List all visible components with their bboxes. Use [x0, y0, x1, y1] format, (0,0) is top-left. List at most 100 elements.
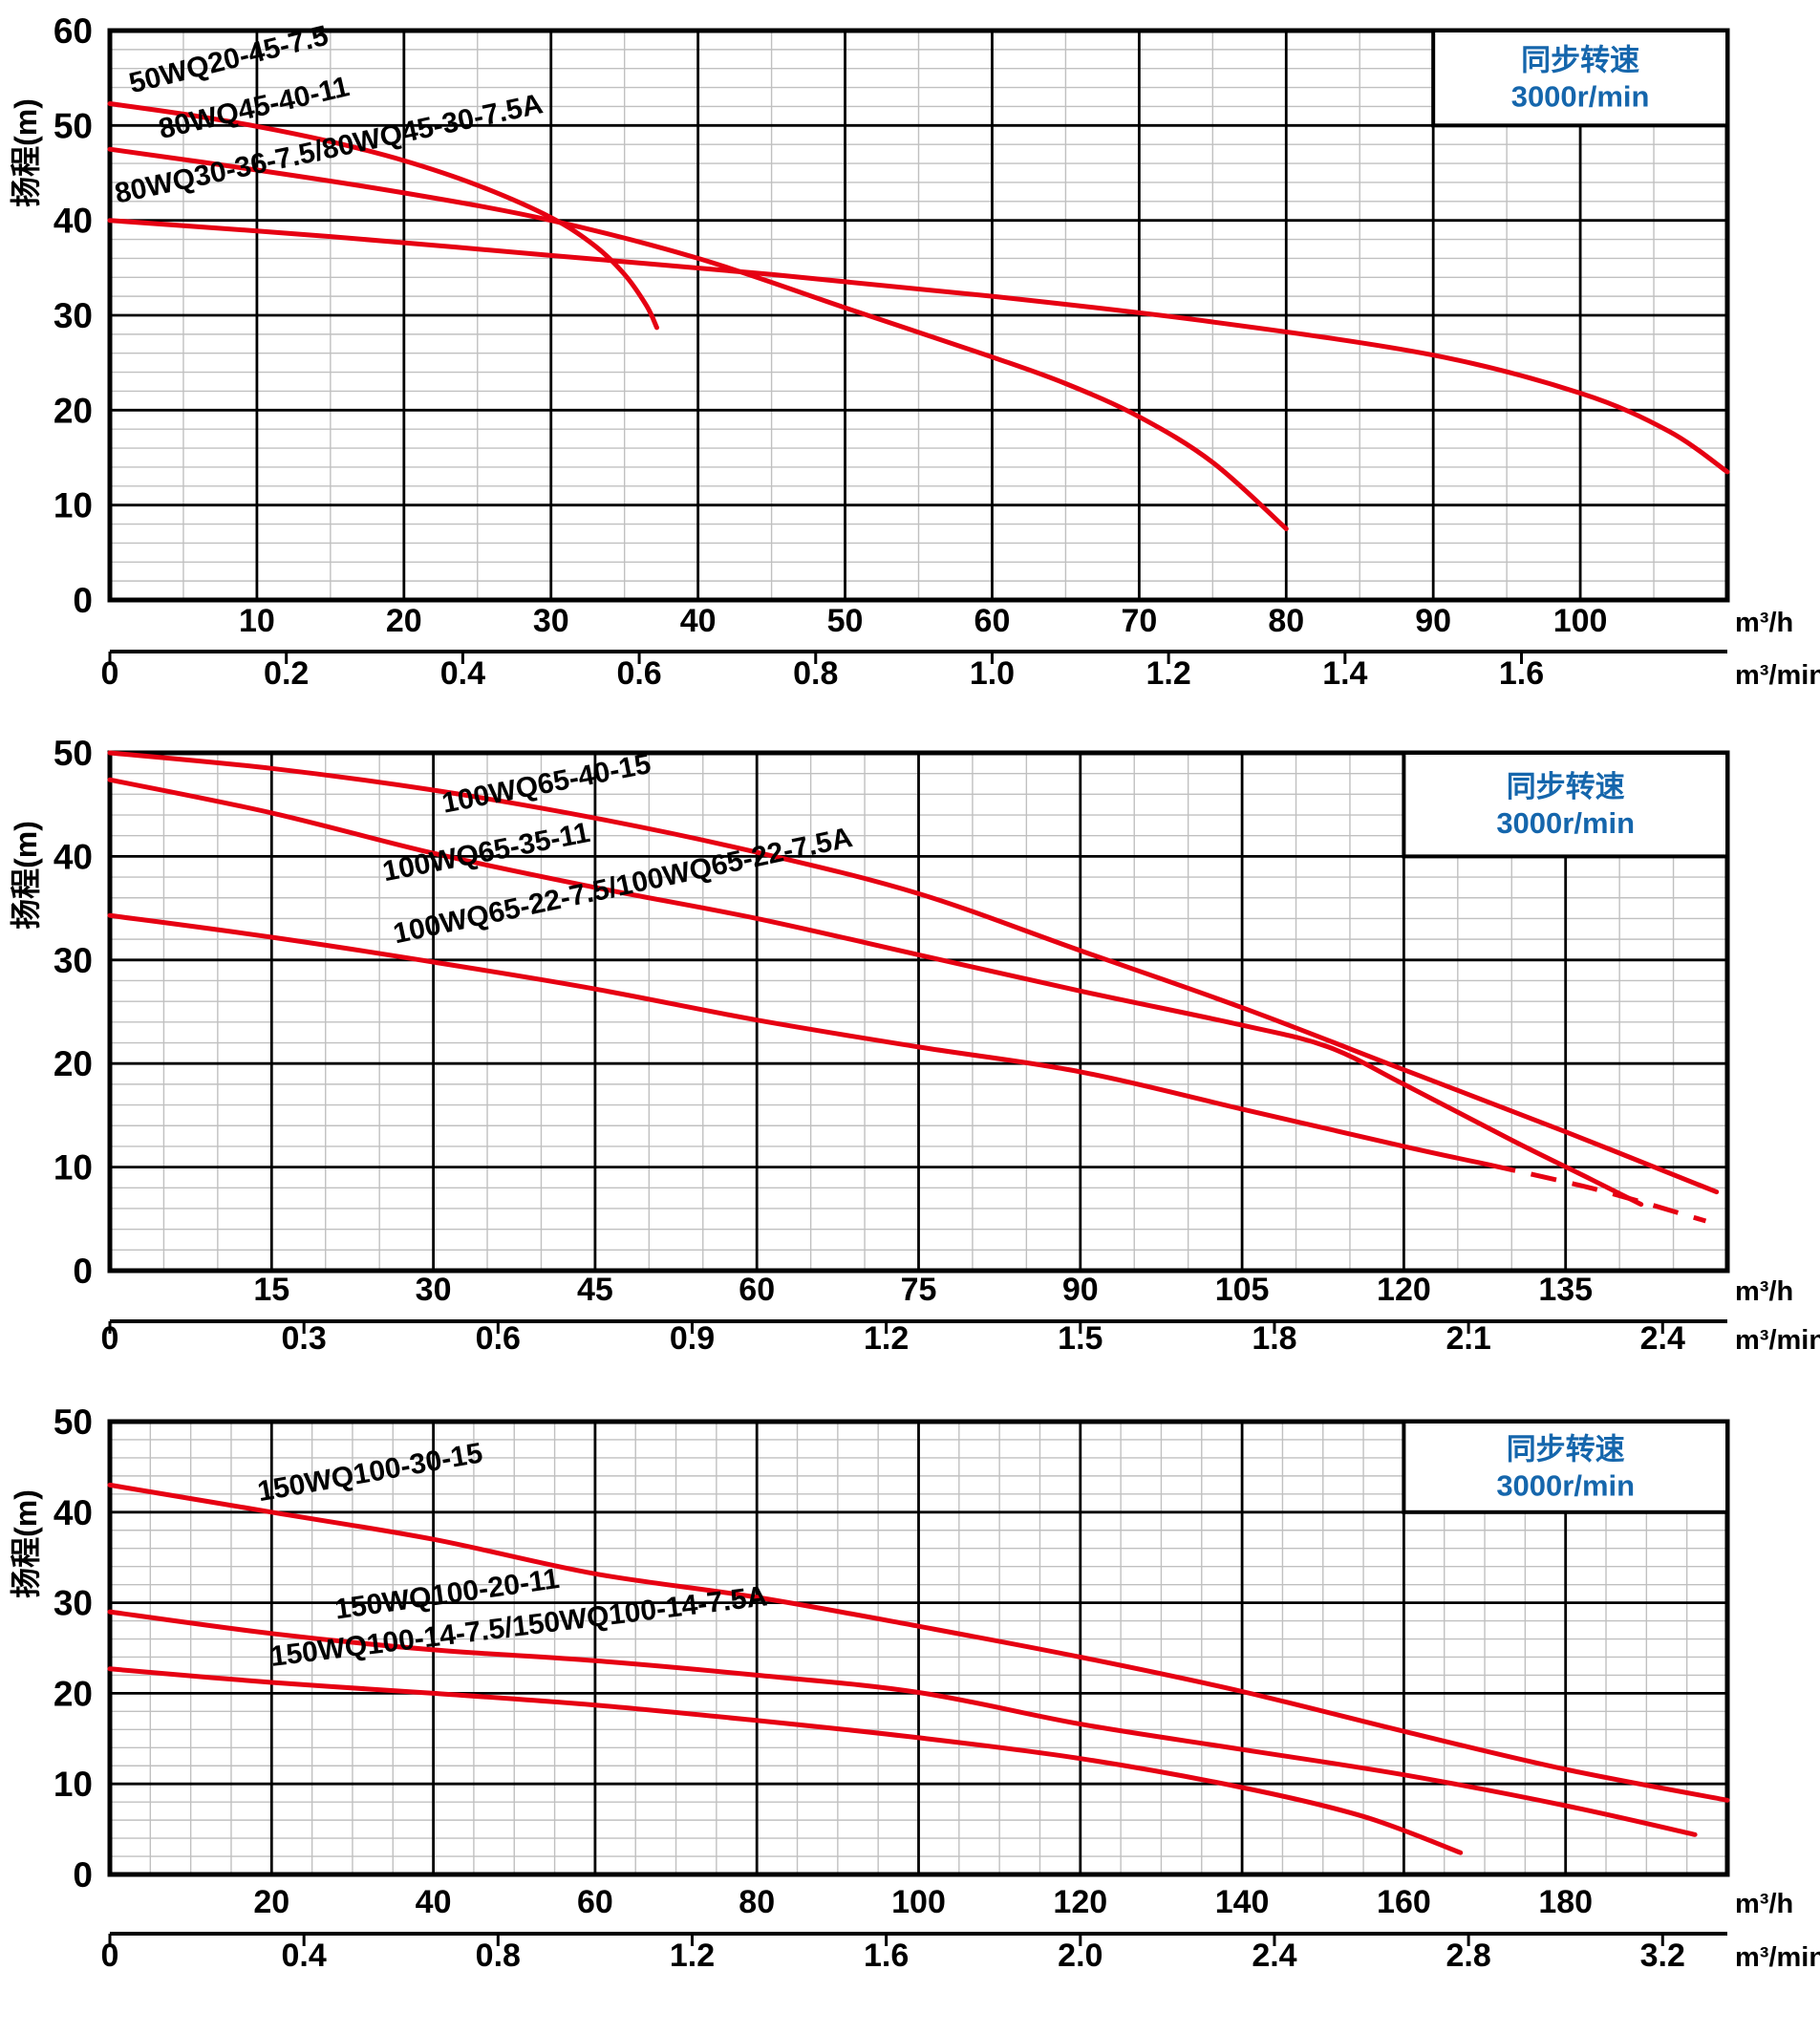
y-axis-tick-label: 0 — [73, 1855, 93, 1895]
x-axis-m3min-tick-label: 1.2 — [670, 1938, 715, 1974]
x-axis-m3h-tick-label: 160 — [1377, 1884, 1431, 1920]
x-axis-m3min-tick-label: 0 — [101, 1320, 119, 1357]
pump-curve-chart-3: 同步转速3000r/min150WQ100-30-15150WQ100-20-1… — [9, 1404, 1820, 1974]
y-axis-tick-label: 50 — [54, 106, 93, 145]
x-axis-m3h-tick-label: 40 — [680, 603, 717, 639]
x-axis-m3h-tick-label: 45 — [577, 1272, 613, 1308]
x-axis-m3h-tick-label: 80 — [739, 1884, 775, 1920]
legend-speed-title: 同步转速 — [1521, 44, 1639, 77]
y-axis-title: 扬程(m) — [9, 1489, 43, 1598]
curve-150WQ100-30-15 — [107, 1482, 1730, 1803]
x-axis-m3h-tick-label: 70 — [1121, 603, 1157, 639]
x-axis-m3h-tick-label: 180 — [1538, 1884, 1593, 1920]
x-axis-m3h-unit: m³/h — [1735, 608, 1793, 638]
x-axis-m3min-tick-label: 0.4 — [282, 1938, 327, 1974]
pump-curve-chart-1: 同步转速3000r/min50WQ20-45-7.580WQ45-40-1180… — [9, 11, 1820, 692]
x-axis-m3min-tick-label: 1.6 — [1499, 655, 1544, 692]
legend-box — [1402, 751, 1730, 859]
y-axis-tick-label: 10 — [54, 1148, 93, 1188]
y-axis-tick-label: 10 — [54, 486, 93, 525]
x-axis-m3h-tick-label: 120 — [1377, 1272, 1431, 1308]
x-axis-m3min-tick-label: 3.2 — [1640, 1938, 1685, 1974]
legend-speed-title: 同步转速 — [1507, 1432, 1625, 1466]
x-axis-m3min-tick-label: 1.0 — [970, 655, 1015, 692]
curve-label: 150WQ100-30-15 — [255, 1437, 485, 1508]
x-axis-m3min-tick-label: 0.2 — [264, 655, 309, 692]
y-axis-tick-label: 30 — [54, 1584, 93, 1623]
legend-speed-value: 3000r/min — [1511, 80, 1650, 114]
x-axis-m3h-tick-label: 40 — [416, 1884, 452, 1920]
y-axis-tick-label: 20 — [54, 391, 93, 430]
x-axis-m3h-tick-label: 10 — [239, 603, 275, 639]
y-axis-tick-label: 20 — [54, 1674, 93, 1713]
x-axis-m3h-tick-label: 90 — [1415, 603, 1451, 639]
curve-150WQ100-20-11 — [107, 1609, 1698, 1837]
x-axis-m3h-tick-label: 80 — [1268, 603, 1304, 639]
x-axis-m3h-tick-label: 20 — [253, 1884, 289, 1920]
y-axis-tick-label: 50 — [54, 1404, 93, 1442]
curve-150WQ100-14-7.5/150WQ100-14-7.5A — [107, 1666, 1464, 1855]
y-axis-tick-label: 40 — [54, 202, 93, 241]
x-axis-m3min-tick-label: 0.8 — [476, 1938, 521, 1974]
x-axis-m3h-tick-label: 140 — [1215, 1884, 1270, 1920]
x-axis-m3min-tick-label: 0.6 — [616, 655, 661, 692]
y-axis-title: 扬程(m) — [9, 98, 43, 207]
curve-100WQ65-40-15 — [107, 750, 1720, 1195]
y-axis-tick-label: 20 — [54, 1044, 93, 1083]
y-axis-tick-label: 40 — [54, 837, 93, 876]
x-axis-m3h-tick-label: 60 — [739, 1272, 775, 1308]
y-axis-tick-label: 10 — [54, 1765, 93, 1804]
x-axis-m3min-tick-label: 2.8 — [1445, 1938, 1490, 1974]
x-axis-m3h-tick-label: 105 — [1215, 1272, 1270, 1308]
chart-block-3: 同步转速 3000r/min 150WQ100-30-15 150WQ100-20-1… — [0, 1404, 1820, 2034]
legend-box — [1402, 1420, 1730, 1514]
x-axis-m3min-tick-label: 1.2 — [1146, 655, 1191, 692]
plot-border — [107, 1419, 1730, 1877]
x-axis-m3min-tick-label: 0 — [101, 1938, 119, 1974]
legend-speed-value: 3000r/min — [1496, 806, 1635, 840]
x-axis-m3h-unit: m³/h — [1735, 1889, 1793, 1919]
y-axis-tick-label: 0 — [73, 581, 93, 620]
x-axis-m3min-tick-label: 0.3 — [282, 1320, 327, 1357]
x-axis-m3min-tick-label: 2.0 — [1058, 1938, 1103, 1974]
pump-curve-chart-2: 同步转速3000r/min100WQ65-40-15100WQ65-35-111… — [9, 734, 1820, 1357]
x-axis-m3min-tick-label: 0.8 — [793, 655, 838, 692]
x-axis-m3h-tick-label: 20 — [386, 603, 422, 639]
x-axis-m3min-unit: m³/min — [1735, 1942, 1820, 1973]
x-axis-m3min-tick-label: 1.5 — [1058, 1320, 1103, 1357]
x-axis-m3min-tick-label: 2.1 — [1445, 1320, 1490, 1357]
x-axis-m3h-tick-label: 60 — [974, 603, 1011, 639]
legend-speed-title: 同步转速 — [1507, 770, 1625, 803]
legend-speed-value: 3000r/min — [1496, 1468, 1635, 1502]
x-axis-m3h-tick-label: 15 — [253, 1272, 289, 1308]
x-axis-m3min-tick-label: 2.4 — [1640, 1320, 1685, 1357]
x-axis-m3min-tick-label: 1.6 — [864, 1938, 909, 1974]
x-axis-m3min-tick-label: 2.4 — [1252, 1938, 1296, 1974]
curve-100WQ65-22-7.5/100WQ65-22-7.5A — [107, 912, 1493, 1167]
curve-80WQ45-40-11 — [107, 146, 1289, 531]
x-axis-m3min-tick-label: 0.6 — [476, 1320, 521, 1357]
chart-block-2: 同步转速 3000r/min 100WQ65-40-15 100WQ65-35-11 1… — [0, 707, 1820, 1404]
x-axis-m3min-tick-label: 0.4 — [440, 655, 485, 692]
x-axis-m3h-tick-label: 75 — [901, 1272, 937, 1308]
curve-100WQ65-35-11 — [107, 777, 1644, 1208]
x-axis-m3min-unit: m³/min — [1735, 660, 1820, 691]
x-axis-m3h-tick-label: 100 — [891, 1884, 946, 1920]
x-axis-m3min-unit: m³/min — [1735, 1325, 1820, 1356]
y-axis-tick-label: 40 — [54, 1493, 93, 1532]
curve-80WQ30-36-7.5/80WQ45-30-7.5A — [107, 218, 1730, 475]
y-axis-tick-label: 30 — [54, 941, 93, 980]
legend-box — [1431, 29, 1729, 128]
x-axis-m3h-tick-label: 50 — [827, 603, 864, 639]
chart-block-1: 同步转速 3000r/min 50WQ20-45-7.5 80WQ45-40-11 80… — [0, 0, 1820, 707]
x-axis-m3h-tick-label: 90 — [1062, 1272, 1099, 1308]
plot-border — [107, 28, 1730, 603]
x-axis-m3min-tick-label: 0 — [101, 655, 119, 692]
x-axis-m3h-tick-label: 135 — [1538, 1272, 1593, 1308]
x-axis-m3h-tick-label: 30 — [416, 1272, 452, 1308]
y-axis-title: 扬程(m) — [9, 821, 43, 930]
plot-border — [107, 750, 1730, 1274]
x-axis-m3min-tick-label: 1.2 — [864, 1320, 909, 1357]
x-axis-m3h-unit: m³/h — [1735, 1276, 1793, 1307]
